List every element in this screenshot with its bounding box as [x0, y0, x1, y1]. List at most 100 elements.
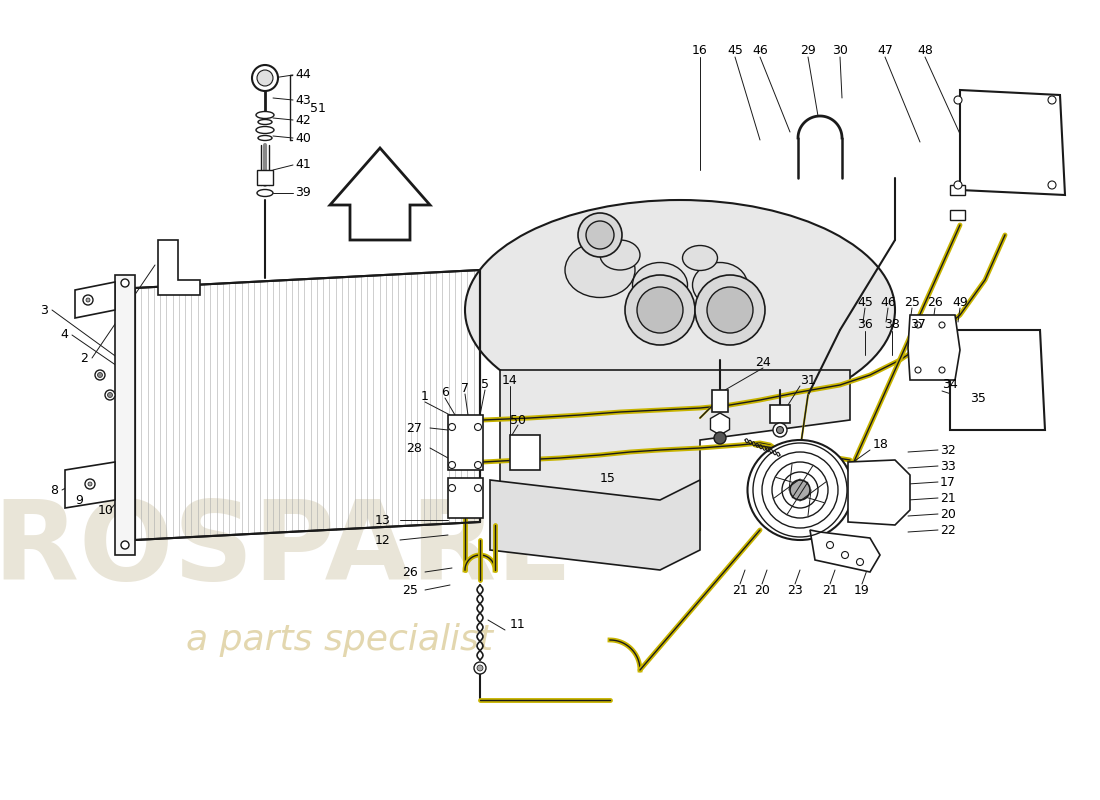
- Ellipse shape: [632, 262, 688, 307]
- Text: 5: 5: [481, 378, 490, 390]
- Text: 20: 20: [940, 507, 956, 521]
- Circle shape: [104, 390, 116, 400]
- Circle shape: [85, 479, 95, 489]
- Circle shape: [449, 462, 455, 469]
- Circle shape: [586, 221, 614, 249]
- Polygon shape: [330, 148, 430, 240]
- Text: 32: 32: [940, 443, 956, 457]
- Text: 40: 40: [295, 131, 311, 145]
- Circle shape: [842, 551, 848, 558]
- Text: 45: 45: [727, 43, 742, 57]
- Text: 36: 36: [857, 318, 873, 331]
- Circle shape: [826, 542, 834, 549]
- Circle shape: [790, 480, 810, 500]
- Circle shape: [1048, 181, 1056, 189]
- Text: 1: 1: [421, 390, 429, 402]
- Bar: [712, 390, 728, 412]
- Text: EUROSPARE: EUROSPARE: [0, 497, 573, 603]
- Circle shape: [625, 275, 695, 345]
- Text: 9: 9: [75, 494, 82, 506]
- Circle shape: [98, 373, 102, 378]
- Text: 28: 28: [406, 442, 422, 454]
- Text: 7: 7: [461, 382, 469, 394]
- Text: 46: 46: [752, 43, 768, 57]
- Text: 50: 50: [510, 414, 526, 426]
- Circle shape: [449, 423, 455, 430]
- Polygon shape: [908, 315, 960, 380]
- Circle shape: [578, 213, 621, 257]
- Circle shape: [474, 462, 482, 469]
- Circle shape: [939, 322, 945, 328]
- Ellipse shape: [565, 242, 635, 298]
- Text: 10: 10: [98, 503, 114, 517]
- Text: 42: 42: [295, 114, 310, 126]
- Text: 11: 11: [510, 618, 526, 631]
- Bar: [510, 435, 540, 470]
- Text: 19: 19: [854, 583, 870, 597]
- Circle shape: [1048, 96, 1056, 104]
- Text: 12: 12: [374, 534, 390, 546]
- Text: 23: 23: [788, 583, 803, 597]
- Text: 51: 51: [310, 102, 326, 114]
- Ellipse shape: [465, 200, 895, 420]
- Ellipse shape: [748, 440, 852, 540]
- Circle shape: [108, 393, 112, 398]
- Polygon shape: [848, 460, 910, 525]
- Polygon shape: [65, 462, 116, 508]
- Circle shape: [707, 287, 754, 333]
- Polygon shape: [75, 282, 116, 318]
- Circle shape: [86, 298, 90, 302]
- Text: 35: 35: [970, 391, 986, 405]
- Polygon shape: [960, 90, 1065, 195]
- Circle shape: [857, 558, 864, 566]
- Circle shape: [915, 367, 921, 373]
- Text: 4: 4: [60, 329, 68, 342]
- Circle shape: [695, 275, 764, 345]
- Text: 20: 20: [755, 583, 770, 597]
- Text: 13: 13: [374, 514, 390, 526]
- Circle shape: [82, 295, 94, 305]
- Text: 16: 16: [692, 43, 708, 57]
- Text: 21: 21: [940, 491, 956, 505]
- Text: 29: 29: [800, 43, 816, 57]
- Bar: [448, 478, 483, 518]
- Text: a parts specialist: a parts specialist: [187, 623, 494, 657]
- Text: 2: 2: [80, 351, 88, 365]
- Text: 34: 34: [942, 378, 958, 391]
- Text: 45: 45: [857, 295, 873, 309]
- Bar: [448, 415, 483, 470]
- Text: 8: 8: [50, 483, 58, 497]
- Circle shape: [939, 367, 945, 373]
- Polygon shape: [158, 240, 200, 295]
- Circle shape: [252, 65, 278, 91]
- Bar: [950, 185, 965, 195]
- Circle shape: [257, 70, 273, 86]
- Text: 39: 39: [295, 186, 310, 199]
- Text: 15: 15: [600, 471, 616, 485]
- Text: 49: 49: [953, 295, 968, 309]
- Text: 17: 17: [940, 475, 956, 489]
- Ellipse shape: [257, 190, 273, 197]
- Text: 43: 43: [295, 94, 310, 106]
- Text: 24: 24: [755, 357, 771, 370]
- Bar: [257, 170, 273, 185]
- Text: 21: 21: [733, 583, 748, 597]
- Text: 6: 6: [441, 386, 449, 398]
- Circle shape: [637, 287, 683, 333]
- Text: 25: 25: [403, 583, 418, 597]
- Circle shape: [474, 662, 486, 674]
- Circle shape: [95, 370, 104, 380]
- Text: 18: 18: [873, 438, 889, 451]
- Circle shape: [121, 279, 129, 287]
- Polygon shape: [116, 275, 135, 555]
- Ellipse shape: [600, 240, 640, 270]
- Text: 25: 25: [904, 295, 920, 309]
- Circle shape: [954, 96, 962, 104]
- Ellipse shape: [258, 135, 272, 141]
- Circle shape: [449, 485, 455, 491]
- Ellipse shape: [256, 111, 274, 118]
- Polygon shape: [500, 370, 850, 530]
- Text: 44: 44: [295, 69, 310, 82]
- Text: 38: 38: [884, 318, 900, 331]
- Bar: [770, 405, 790, 423]
